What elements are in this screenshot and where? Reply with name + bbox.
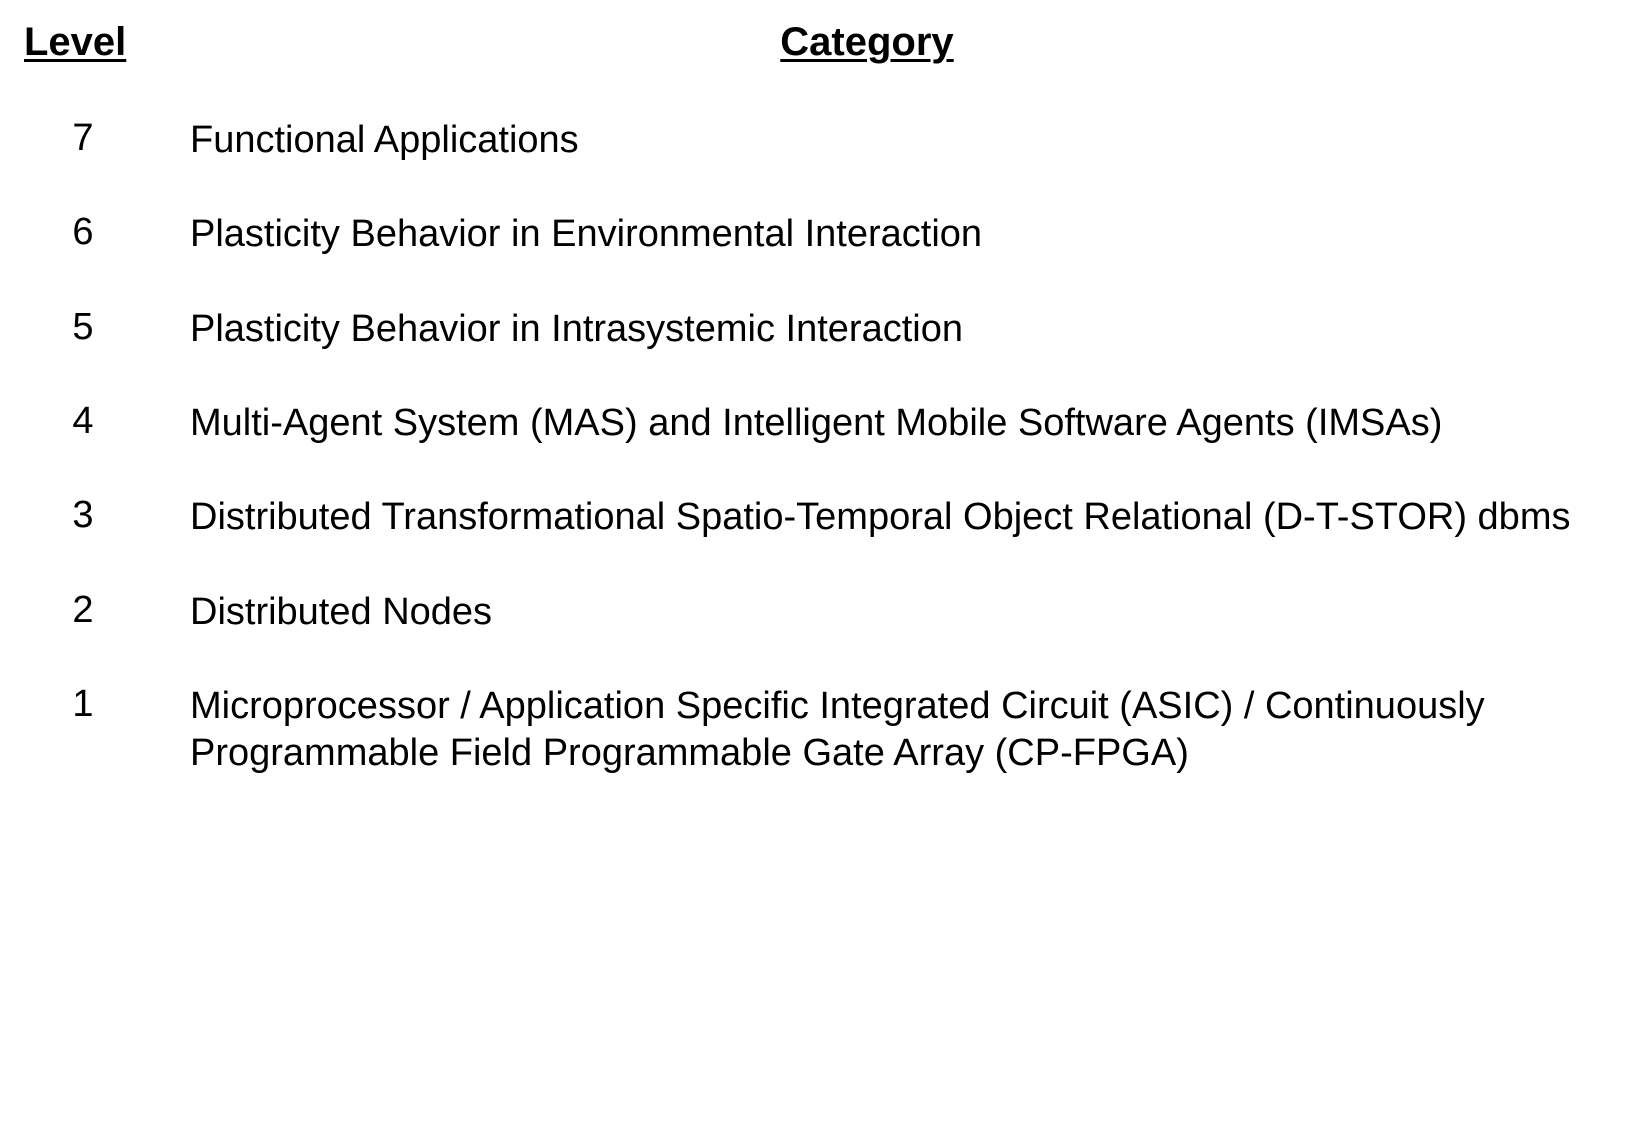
category-cell: Functional Applications bbox=[142, 117, 1592, 163]
table-row: 4 Multi-Agent System (MAS) and Intellige… bbox=[24, 400, 1592, 446]
level-cell: 7 bbox=[24, 117, 142, 160]
table-row: 2 Distributed Nodes bbox=[24, 589, 1592, 635]
category-header-wrap: Category bbox=[142, 20, 1592, 65]
level-cell: 5 bbox=[24, 306, 142, 349]
levels-table: Level Category 7 Functional Applications… bbox=[0, 0, 1632, 864]
category-cell: Plasticity Behavior in Environmental Int… bbox=[142, 211, 1592, 257]
table-row: 3 Distributed Transformational Spatio-Te… bbox=[24, 494, 1592, 540]
category-cell: Distributed Transformational Spatio-Temp… bbox=[142, 494, 1592, 540]
level-cell: 4 bbox=[24, 400, 142, 443]
table-row: 7 Functional Applications bbox=[24, 117, 1592, 163]
table-row: 1 Microprocessor / Application Specific … bbox=[24, 683, 1592, 776]
level-cell: 6 bbox=[24, 211, 142, 254]
table-row: 6 Plasticity Behavior in Environmental I… bbox=[24, 211, 1592, 257]
category-column-header: Category bbox=[780, 20, 953, 64]
level-cell: 1 bbox=[24, 683, 142, 726]
level-cell: 3 bbox=[24, 494, 142, 537]
table-row: 5 Plasticity Behavior in Intrasystemic I… bbox=[24, 306, 1592, 352]
category-cell: Microprocessor / Application Specific In… bbox=[142, 683, 1592, 776]
table-header-row: Level Category bbox=[24, 20, 1592, 65]
level-cell: 2 bbox=[24, 589, 142, 632]
category-cell: Plasticity Behavior in Intrasystemic Int… bbox=[142, 306, 1592, 352]
table-body: 7 Functional Applications 6 Plasticity B… bbox=[24, 117, 1592, 824]
category-cell: Multi-Agent System (MAS) and Intelligent… bbox=[142, 400, 1592, 446]
category-cell: Distributed Nodes bbox=[142, 589, 1592, 635]
level-column-header: Level bbox=[24, 20, 142, 65]
